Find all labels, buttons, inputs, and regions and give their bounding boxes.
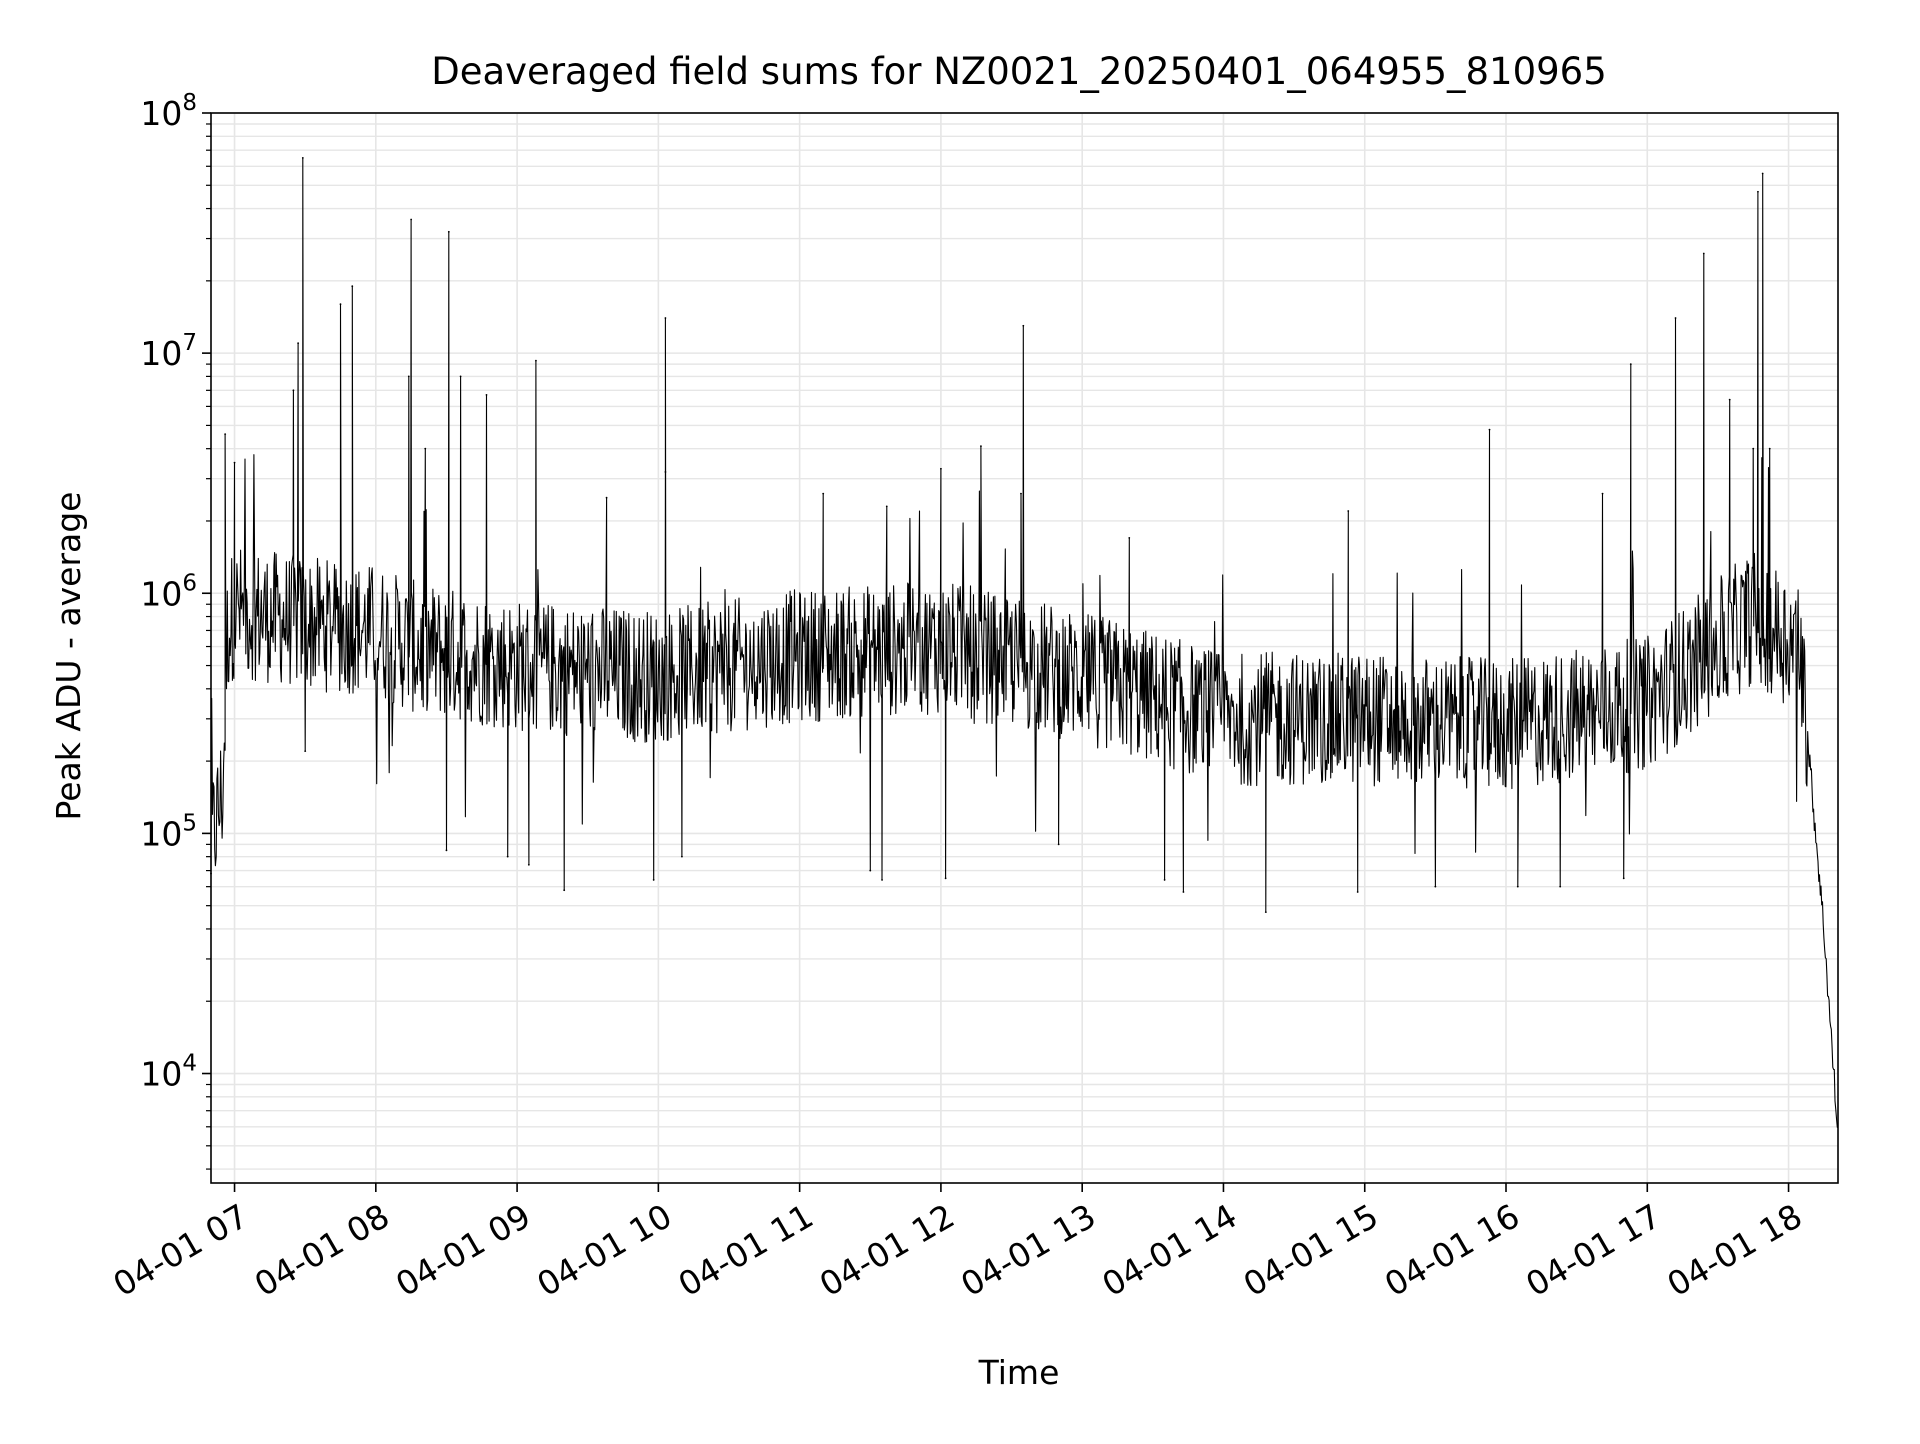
peak-point — [410, 218, 413, 221]
grid — [211, 112, 1838, 1183]
peak-point — [1752, 447, 1755, 450]
x-axis-label: Time — [978, 1353, 1060, 1392]
peak-point — [485, 393, 488, 396]
dip-point — [1434, 885, 1437, 888]
dip-point — [527, 863, 530, 866]
peak-point — [980, 445, 982, 448]
peak-point — [1022, 324, 1025, 327]
peak-point — [1488, 428, 1491, 431]
peak-point — [940, 467, 942, 470]
peak-point — [664, 471, 667, 473]
peak-point — [297, 342, 300, 345]
peak-point — [459, 375, 462, 378]
peak-point — [424, 447, 427, 450]
y-tick-label: 106 — [140, 570, 197, 613]
peak-point — [1674, 317, 1677, 319]
dip-point — [1182, 891, 1185, 893]
peak-point — [1728, 398, 1731, 401]
peak-point — [1601, 492, 1604, 495]
peak-point — [1347, 510, 1350, 512]
peak-point — [535, 359, 537, 362]
peak-point — [447, 230, 450, 233]
dip-point — [1559, 885, 1562, 888]
peak-point — [1757, 190, 1759, 193]
peak-point — [339, 303, 342, 306]
y-tick-label: 107 — [140, 330, 197, 373]
peak-point — [1020, 492, 1022, 495]
dip-point — [563, 889, 566, 892]
peak-point — [292, 389, 295, 392]
chart-title: Deaveraged field sums for NZ0021_2025040… — [431, 50, 1607, 93]
peak-point — [407, 375, 410, 378]
dip-point — [681, 855, 683, 858]
peak-point — [885, 505, 888, 508]
dip-point — [944, 877, 947, 880]
peak-point — [351, 285, 354, 288]
dip-point — [1057, 843, 1060, 846]
peak-point — [233, 461, 236, 464]
peak-point — [822, 492, 825, 495]
dip-point — [652, 879, 655, 881]
y-tick-label: 105 — [140, 810, 197, 853]
y-axis-label: Peak ADU - average — [49, 492, 88, 821]
peak-point — [224, 433, 227, 436]
dip-point — [1163, 879, 1166, 881]
peak-point — [1768, 447, 1771, 450]
dip-point — [506, 855, 509, 858]
y-tick-label: 104 — [140, 1051, 197, 1094]
dip-point — [1264, 911, 1267, 914]
peak-point — [1128, 537, 1131, 539]
dip-point — [304, 750, 307, 753]
peak-point — [301, 157, 304, 159]
peak-point — [605, 496, 608, 499]
dip-point — [881, 879, 883, 881]
series-line — [210, 157, 1839, 1128]
dip-point — [1516, 885, 1519, 888]
dip-point — [869, 869, 872, 872]
dip-point — [1356, 891, 1359, 893]
plot-frame — [210, 112, 1839, 1184]
peak-point — [1702, 252, 1705, 255]
y-tick-label: 108 — [140, 90, 197, 133]
peak-point — [1629, 363, 1632, 366]
series-layer — [210, 157, 1839, 1128]
peak-point — [1761, 172, 1764, 175]
peak-point — [664, 317, 667, 319]
dip-point — [1622, 877, 1625, 880]
dip-point — [445, 849, 448, 852]
